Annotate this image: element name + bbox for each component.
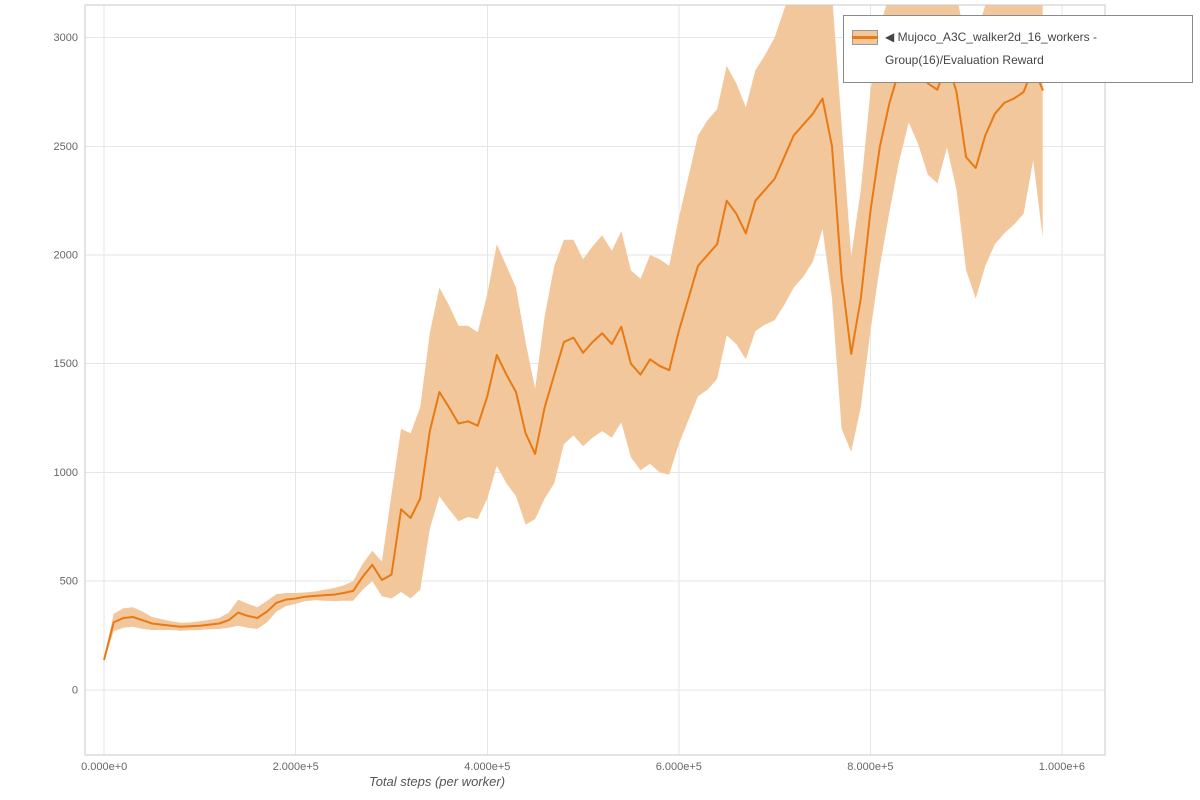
plot-border xyxy=(84,4,1106,756)
legend[interactable]: ◀ Mujoco_A3C_walker2d_16_workers - Group… xyxy=(843,15,1193,83)
confidence-band xyxy=(104,5,1043,662)
y-tick-label: 2000 xyxy=(54,250,78,262)
legend-collapse-icon[interactable]: ◀ xyxy=(885,30,895,44)
x-tick-label: 2.000e+5 xyxy=(273,761,319,773)
y-tick-label: 2500 xyxy=(54,141,78,153)
x-tick-label: 8.000e+5 xyxy=(847,761,893,773)
y-tick-label: 3000 xyxy=(54,32,78,44)
legend-series-swatch xyxy=(852,30,878,45)
y-tick-label: 0 xyxy=(72,684,78,696)
y-tick-label: 500 xyxy=(60,576,78,588)
x-tick-label: 1.000e+6 xyxy=(1039,761,1085,773)
legend-label: ◀ Mujoco_A3C_walker2d_16_workers - Group… xyxy=(885,26,1184,72)
y-tick-label: 1000 xyxy=(54,467,78,479)
mean-line xyxy=(103,45,1044,661)
x-tick-label: 6.000e+5 xyxy=(656,761,702,773)
legend-series-label: Mujoco_A3C_walker2d_16_workers - Group(1… xyxy=(885,30,1098,67)
y-tick-label: 1500 xyxy=(54,358,78,370)
legend-swatch-line xyxy=(852,36,878,39)
x-tick-label: 4.000e+5 xyxy=(464,761,510,773)
x-axis-title: Total steps (per worker) xyxy=(368,774,506,789)
x-tick-label: 0.000e+0 xyxy=(81,761,127,773)
